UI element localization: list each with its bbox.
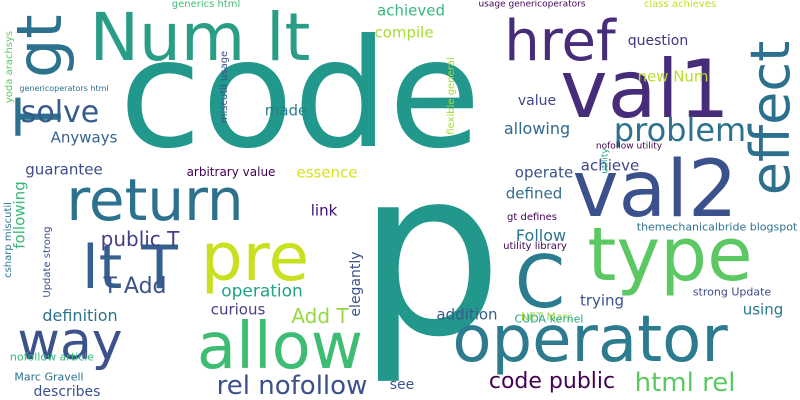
word: utility <box>600 148 611 174</box>
word: compile <box>374 23 434 42</box>
word: question <box>627 33 689 49</box>
word: effect <box>739 40 800 196</box>
word: see <box>389 377 415 393</box>
word: new Num <box>637 67 709 86</box>
word: generics html <box>171 0 241 10</box>
word: defined <box>505 184 563 203</box>
word: val1 <box>560 43 730 136</box>
word: using <box>742 300 784 319</box>
word: p <box>357 121 503 388</box>
word: elegantly <box>348 251 364 317</box>
word: operate <box>514 163 574 182</box>
word: value <box>517 93 557 109</box>
word: code <box>119 8 481 182</box>
word: Marc Gravell <box>14 370 84 384</box>
word: class achieves <box>643 0 717 10</box>
word: nofollow utility <box>595 141 663 152</box>
word: Add T <box>291 304 349 328</box>
word: T Add <box>103 274 167 299</box>
word: allow <box>196 310 364 384</box>
word: curious <box>210 300 266 319</box>
word: operation <box>221 281 303 302</box>
word: Num lt <box>89 0 311 76</box>
word: allowing <box>503 119 571 138</box>
word: addition <box>436 305 498 324</box>
word: html rel <box>634 368 736 398</box>
word: rel nofollow <box>216 371 368 400</box>
word: link <box>310 201 338 220</box>
word: guarantee <box>25 160 103 179</box>
word: definition <box>42 306 118 325</box>
word: arbitrary value <box>186 165 276 179</box>
word: following <box>10 181 29 249</box>
word: csharp miscutil <box>3 202 14 278</box>
word: CUDA kernel <box>514 312 584 326</box>
word: problem <box>613 111 747 149</box>
word: NET Marc <box>521 310 573 324</box>
word: val2 <box>572 145 738 235</box>
word: describes <box>33 384 101 400</box>
word: way <box>17 312 123 372</box>
word: yoda arachsys <box>4 30 15 104</box>
word: C <box>514 240 566 324</box>
word: utility library <box>503 241 567 252</box>
word: essence <box>296 163 358 182</box>
word: Follow <box>515 226 567 245</box>
word: themechanicalbride blogspot <box>636 220 798 234</box>
word: code public <box>488 369 616 394</box>
word: Anyways <box>50 128 118 147</box>
word: type <box>587 212 753 298</box>
word: trying <box>579 291 625 310</box>
word: Update strong <box>42 226 53 298</box>
word: gt defines <box>507 212 557 223</box>
word: solve <box>20 95 100 130</box>
word: href <box>504 9 616 74</box>
word: achieve <box>580 156 640 175</box>
word: operator <box>452 303 728 377</box>
word: pre <box>200 219 310 296</box>
word: lt T <box>82 233 178 303</box>
word: genericoperators html <box>19 84 109 93</box>
word: return <box>66 166 244 234</box>
word: usage genericoperators <box>478 0 586 9</box>
word: nofollow article <box>9 350 95 364</box>
word: flexible general <box>446 57 457 135</box>
word: public T <box>100 227 180 251</box>
word: made <box>264 101 308 120</box>
word: achieved <box>377 1 445 20</box>
word: strong Update <box>692 285 772 299</box>
word: miscutil usage <box>219 50 230 124</box>
